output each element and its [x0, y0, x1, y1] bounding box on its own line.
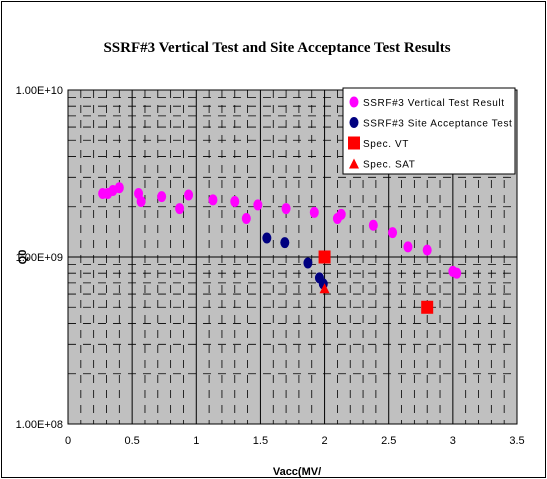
data-point [421, 300, 434, 314]
legend-label: SSRF#3 Vertical Test Result [363, 98, 505, 109]
data-point [136, 195, 146, 207]
x-tick-label: 1 [193, 435, 199, 447]
series-2 [318, 250, 434, 314]
series-1 [262, 232, 328, 290]
data-point [318, 250, 331, 264]
legend: SSRF#3 Vertical Test Result SSRF#3 Site A… [342, 87, 516, 175]
data-point [281, 203, 291, 215]
data-point [319, 283, 330, 294]
data-point [262, 232, 272, 244]
data-point [253, 199, 263, 211]
data-point [280, 237, 290, 249]
data-point [157, 191, 167, 203]
data-point [403, 241, 413, 253]
series-3 [319, 283, 330, 294]
data-point [422, 244, 432, 256]
legend-marker [348, 136, 360, 150]
x-tick-label: 3 [450, 435, 456, 447]
data-point [336, 208, 346, 220]
data-points [98, 182, 462, 314]
legend-label: SSRF#3 Site Acceptance Test [363, 119, 512, 130]
y-axis-ticks: 1.00E+08 1.00E+09 1.00E+10 [16, 85, 63, 431]
x-tick-label: 3.5 [509, 435, 524, 447]
data-point [368, 219, 378, 231]
data-point [208, 194, 218, 206]
legend-marker [349, 96, 359, 108]
x-tick-label: 1.5 [253, 435, 268, 447]
data-point [452, 267, 462, 279]
data-point [309, 206, 319, 218]
series-0 [98, 182, 462, 279]
legend-box [342, 87, 516, 175]
x-axis-label: Vacc(MV/ [273, 466, 321, 478]
data-point [241, 213, 251, 225]
legend-label: Spec. VT [363, 139, 409, 150]
data-point [230, 195, 240, 207]
data-point [303, 257, 313, 269]
data-point [388, 227, 398, 239]
data-point [175, 203, 185, 215]
y-tick-label: 1.00E+10 [16, 85, 63, 97]
chart-title: SSRF#3 Vertical Test and Site Acceptance… [103, 40, 450, 56]
x-tick-label: 2.5 [381, 435, 396, 447]
y-tick-label: 1.00E+08 [16, 419, 63, 431]
data-point [184, 189, 194, 201]
x-tick-label: 2 [322, 435, 328, 447]
legend-marker [349, 117, 359, 128]
x-axis-ticks: 0 0.5 1 1.5 2 2.5 3 3.5 [65, 435, 525, 447]
data-point [114, 182, 124, 194]
x-tick-label: 0.5 [124, 435, 139, 447]
x-tick-label: 0 [65, 435, 71, 447]
y-tick-label: 1.00E+09 [16, 252, 63, 264]
legend-marker [349, 158, 359, 169]
legend-label: Spec. SAT [363, 160, 415, 171]
y-axis-label: Q0 [17, 250, 29, 265]
